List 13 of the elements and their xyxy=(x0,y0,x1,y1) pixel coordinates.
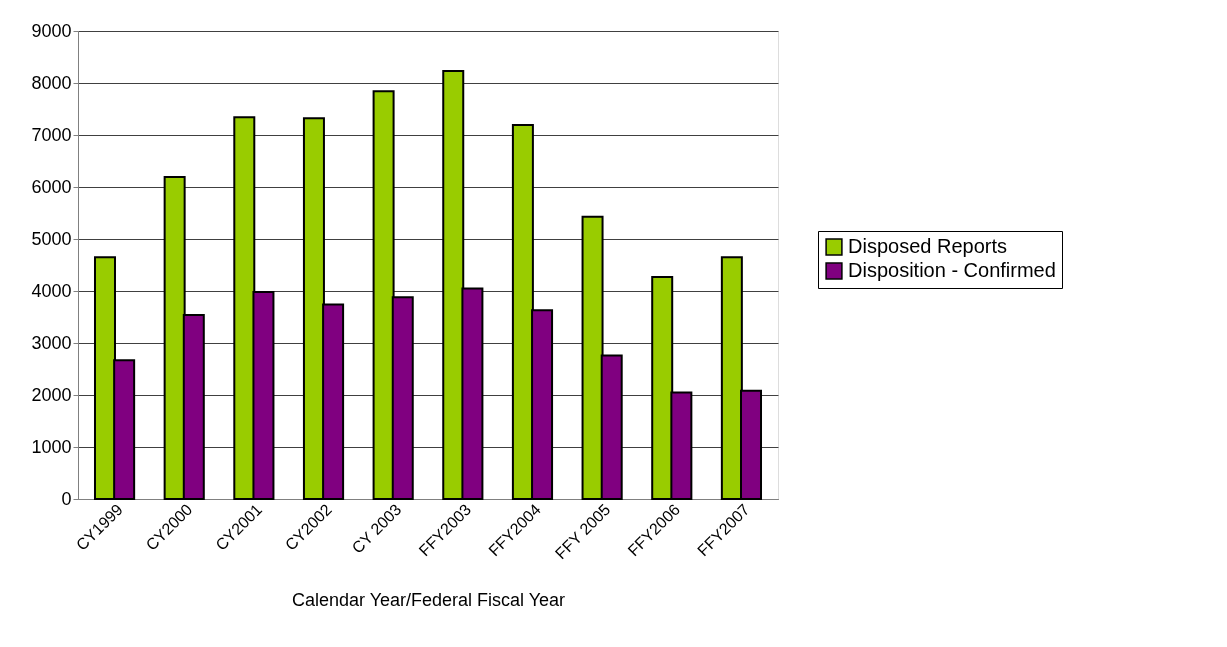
y-tick-label: 0 xyxy=(61,488,72,509)
y-tick-label: 3000 xyxy=(31,332,72,353)
legend-label: Disposition - Confirmed xyxy=(848,259,1056,281)
y-tick-label: 9000 xyxy=(31,20,72,41)
y-tick-label: 5000 xyxy=(31,228,72,249)
y-tick-label: 4000 xyxy=(31,280,72,301)
y-tick-label: 8000 xyxy=(31,72,72,93)
x-axis-title: Calendar Year/Federal Fiscal Year xyxy=(291,590,566,611)
y-tick-label: 6000 xyxy=(31,176,72,197)
legend-label: Disposed Reports xyxy=(848,235,1007,257)
y-tick-label: 7000 xyxy=(31,124,72,145)
y-tick-label: 1000 xyxy=(31,436,72,457)
y-tick-label: 2000 xyxy=(31,384,72,405)
